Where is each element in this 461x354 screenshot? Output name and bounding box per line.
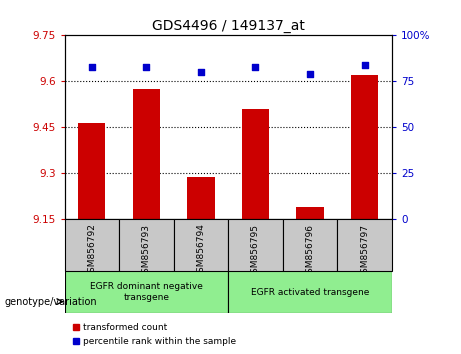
Bar [119,219,174,271]
Text: EGFR activated transgene: EGFR activated transgene [251,287,369,297]
Text: EGFR dominant negative
transgene: EGFR dominant negative transgene [90,282,203,302]
Point [142,64,150,69]
Text: GSM856796: GSM856796 [306,224,314,279]
Bar [242,109,269,219]
Bar [65,219,119,271]
Text: GSM856792: GSM856792 [87,224,96,279]
Text: GSM856794: GSM856794 [196,224,206,279]
Bar [228,219,283,271]
Text: genotype/variation: genotype/variation [5,297,97,307]
Point [252,64,259,69]
Text: GSM856793: GSM856793 [142,224,151,279]
Text: GSM856795: GSM856795 [251,224,260,279]
Bar [337,219,392,271]
Bar [296,207,324,219]
Bar [174,219,228,271]
Bar [228,271,392,313]
Legend: transformed count, percentile rank within the sample: transformed count, percentile rank withi… [69,320,240,349]
Point [306,71,313,77]
Bar [133,89,160,219]
Point [88,64,95,69]
Bar [351,75,378,219]
Text: GSM856797: GSM856797 [360,224,369,279]
Bar [65,271,228,313]
Bar [78,123,106,219]
Bar [283,219,337,271]
Bar [187,177,214,219]
Point [197,69,205,75]
Point [361,62,368,68]
Title: GDS4496 / 149137_at: GDS4496 / 149137_at [152,19,305,33]
